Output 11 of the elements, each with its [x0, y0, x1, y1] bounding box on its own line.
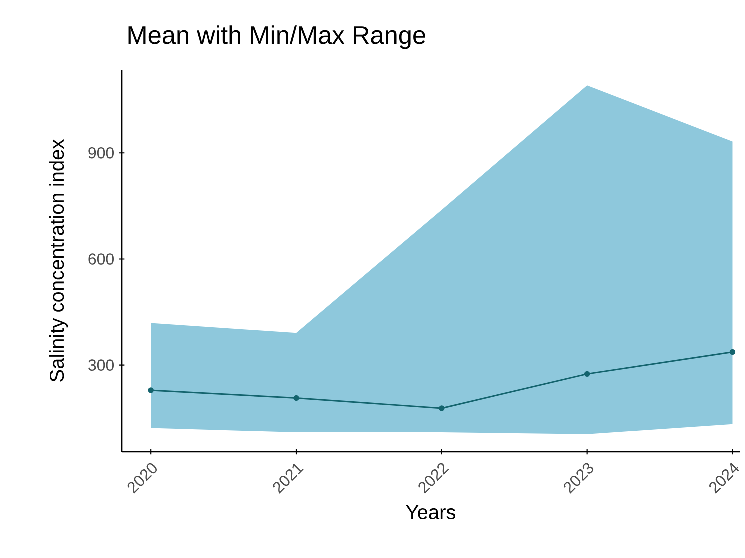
chart-title: Mean with Min/Max Range — [128, 26, 426, 50]
y-tick-label: 900 — [88, 147, 114, 159]
point — [294, 395, 300, 402]
y-tick-label: 300 — [88, 360, 114, 371]
point — [148, 388, 154, 394]
y-axis-title: Salinity concentration index — [49, 140, 68, 382]
point — [439, 406, 445, 412]
y-tick-label: 600 — [88, 254, 114, 265]
point — [730, 349, 736, 356]
x-axis-title: Years — [406, 506, 456, 520]
point — [584, 371, 590, 378]
